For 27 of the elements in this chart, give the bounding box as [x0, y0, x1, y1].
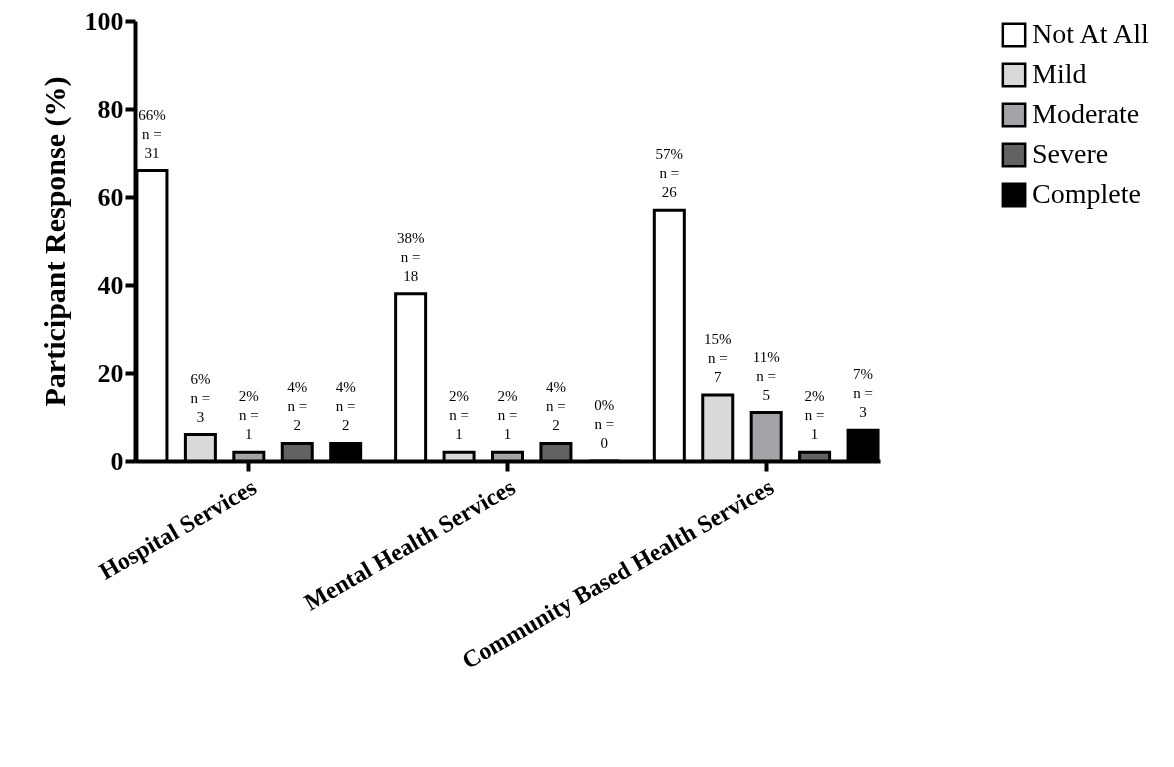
- y-axis-title: Participant Response (%): [37, 76, 72, 407]
- text: 7% n = 3: [853, 366, 874, 421]
- y-tick-label: 100: [84, 6, 124, 36]
- text: 2% n = 1: [804, 388, 825, 443]
- y-tick-label: 40: [97, 270, 124, 300]
- y-tick-label: 20: [97, 358, 124, 388]
- y-tick-label: 60: [97, 182, 124, 212]
- text: 57% n = 26: [655, 146, 684, 201]
- text: 0% n = 0: [594, 397, 615, 451]
- legend-label: Severe: [1032, 138, 1109, 169]
- text: 38% n = 18: [396, 229, 425, 284]
- text: 4% n = 2: [335, 379, 356, 434]
- legend-label: Mild: [1032, 58, 1087, 89]
- text: 2% n = 1: [449, 388, 470, 443]
- y-tick-label: 80: [97, 94, 124, 124]
- text: 4% n = 2: [287, 379, 308, 434]
- y-tick-label: 0: [110, 446, 124, 476]
- text: 11% n = 5: [752, 348, 780, 403]
- text: 6% n = 3: [190, 370, 211, 425]
- legend-label: Moderate: [1032, 98, 1140, 129]
- legend-label: Complete: [1032, 178, 1141, 209]
- text: 2% n = 1: [238, 388, 259, 443]
- legend-label: Not At All: [1032, 18, 1149, 49]
- text: 15% n = 7: [704, 331, 732, 385]
- text: 66% n = 31: [138, 106, 166, 161]
- text: 2% n = 1: [497, 388, 518, 443]
- text: 4% n = 2: [545, 379, 566, 434]
